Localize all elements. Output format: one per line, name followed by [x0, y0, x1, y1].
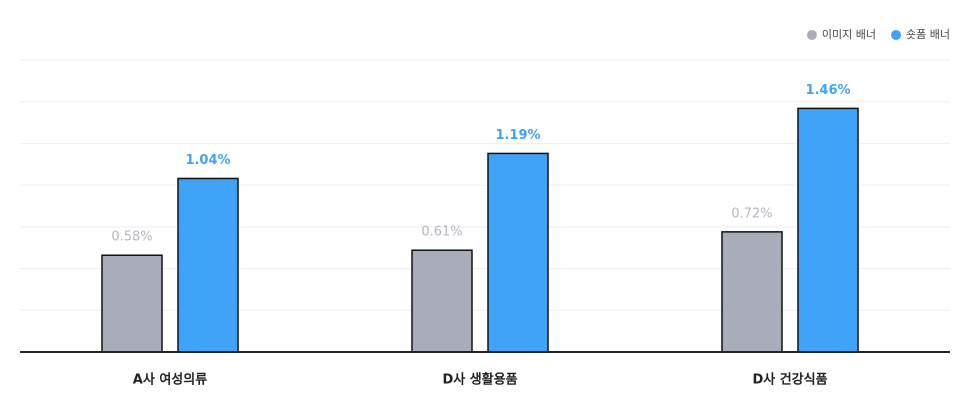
legend-label: 이미지 배너	[822, 28, 876, 41]
legend-label: 숏폼 배너	[906, 28, 950, 41]
value-label: 1.04%	[185, 153, 230, 168]
x-tick-label: A사 여성의류	[133, 372, 207, 388]
bar	[487, 152, 549, 353]
value-label: 0.72%	[731, 206, 772, 221]
bar	[177, 177, 239, 353]
bar	[101, 254, 163, 353]
legend-marker	[806, 30, 817, 40]
x-tick-label: D사 건강식품	[752, 372, 827, 388]
value-label: 0.58%	[111, 230, 152, 245]
legend-marker	[891, 30, 902, 40]
x-tick-label: D사 생활용품	[442, 372, 517, 388]
value-label: 0.61%	[421, 225, 462, 240]
bar	[721, 231, 783, 353]
bar	[411, 249, 473, 353]
value-label: 1.19%	[495, 128, 540, 143]
value-label: 1.46%	[805, 83, 850, 98]
bar	[797, 107, 859, 353]
